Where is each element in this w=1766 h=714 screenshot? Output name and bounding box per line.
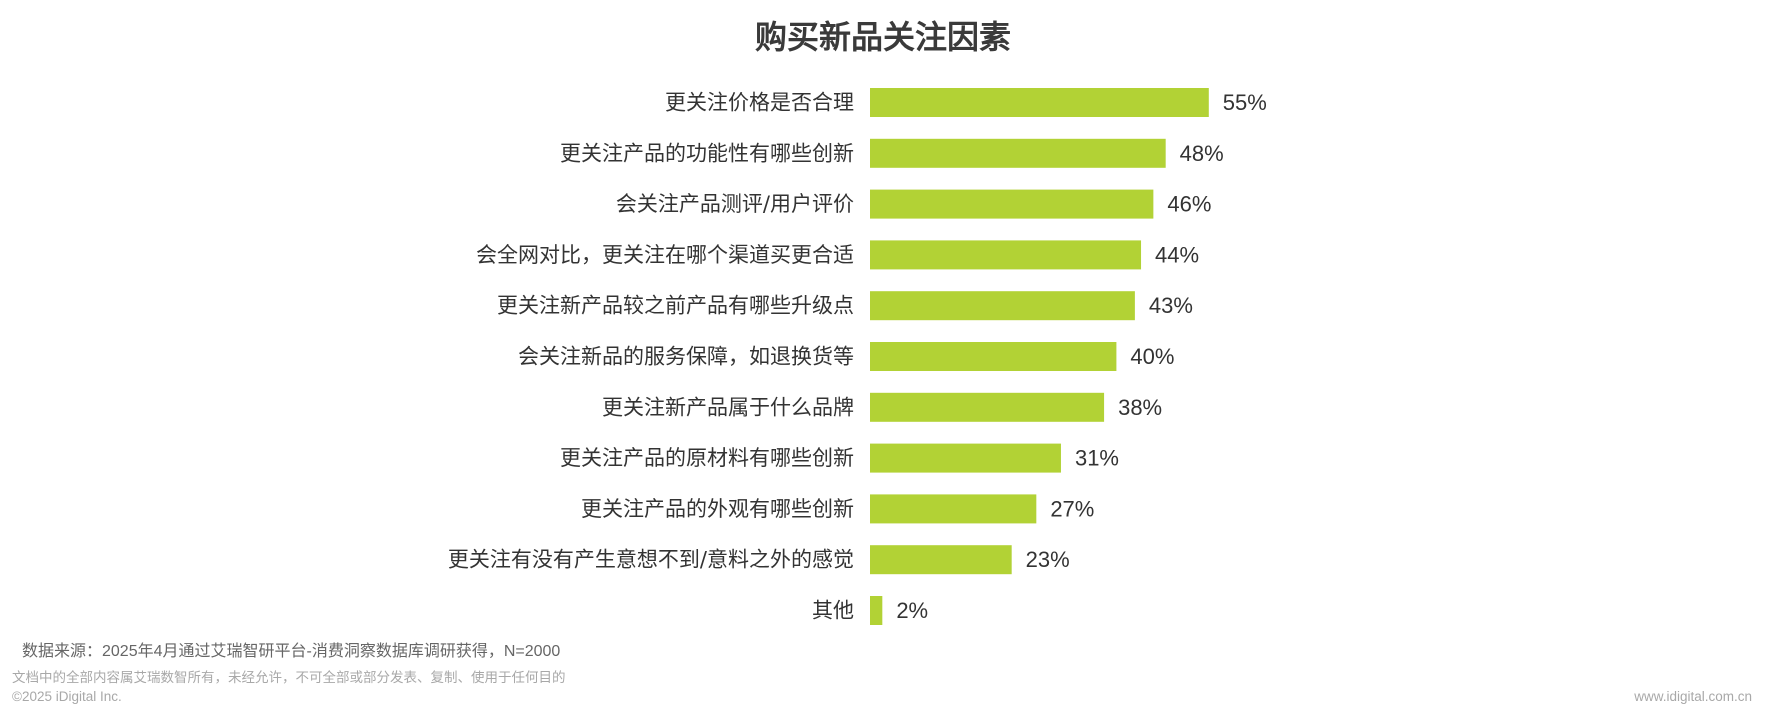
copyright-text: ©2025 iDigital Inc. <box>12 689 122 704</box>
disclaimer-text: 文档中的全部内容属艾瑞数智所有，未经允许，不可全部或部分发表、复制、使用于任何目… <box>12 670 566 685</box>
bar <box>870 545 1012 575</box>
value-label: 48% <box>1180 141 1224 166</box>
bar <box>870 88 1209 117</box>
data-source-note: 数据来源：2025年4月通过艾瑞智研平台-消费洞察数据库调研获得，N=2000 <box>22 643 561 660</box>
value-label: 23% <box>1026 547 1070 572</box>
bar <box>870 494 1037 524</box>
value-label: 40% <box>1130 344 1174 369</box>
category-label: 会全网对比，更关注在哪个渠道买更合适 <box>476 243 854 267</box>
bar <box>870 291 1135 321</box>
category-label: 更关注产品的外观有哪些创新 <box>581 497 854 521</box>
bar <box>870 443 1061 473</box>
category-label: 更关注有没有产生意想不到/意料之外的感觉 <box>448 548 854 572</box>
bar <box>870 342 1117 371</box>
website-link[interactable]: www.idigital.com.cn <box>1634 689 1752 704</box>
value-label: 55% <box>1223 90 1267 115</box>
category-label: 会关注产品测评/用户评价 <box>616 192 854 216</box>
value-label: 31% <box>1075 446 1119 471</box>
chart-title: 购买新品关注因素 <box>754 18 1011 56</box>
value-label: 38% <box>1118 395 1162 420</box>
category-label: 其他 <box>812 599 854 623</box>
category-label: 更关注新产品属于什么品牌 <box>602 395 854 419</box>
bar <box>870 596 883 625</box>
category-label: 会关注新品的服务保障，如退换货等 <box>518 345 854 369</box>
value-label: 43% <box>1149 293 1193 318</box>
value-label: 44% <box>1155 242 1199 267</box>
value-label: 2% <box>896 598 928 623</box>
bar <box>870 392 1105 422</box>
value-label: 27% <box>1050 496 1094 521</box>
category-label: 更关注产品的功能性有哪些创新 <box>560 141 854 165</box>
value-label: 46% <box>1167 192 1211 217</box>
category-label: 更关注价格是否合理 <box>665 91 854 115</box>
category-label: 更关注产品的原材料有哪些创新 <box>560 446 854 470</box>
category-label: 更关注新产品较之前产品有哪些升级点 <box>497 294 854 318</box>
bar-chart: 更关注价格是否合理 55% 更关注产品的功能性有哪些创新 48% 会关注产品测评/用户评… <box>448 88 1267 625</box>
bar <box>870 138 1166 168</box>
bar <box>870 189 1154 219</box>
bar <box>870 240 1142 270</box>
